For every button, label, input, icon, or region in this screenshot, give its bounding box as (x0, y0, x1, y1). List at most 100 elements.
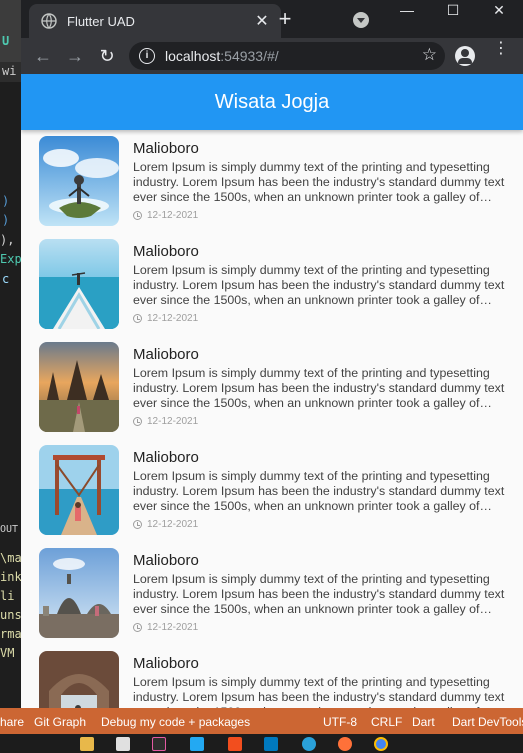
tab-search-icon[interactable] (353, 12, 369, 28)
item-title: Malioboro (133, 140, 199, 157)
status-language[interactable]: Dart (412, 715, 435, 729)
site-info-icon[interactable]: i (139, 48, 155, 64)
url-path: :54933/#/ (220, 48, 279, 64)
forward-button[interactable]: → (66, 46, 84, 66)
browser-window: Flutter UAD ✕ + — ☐ ✕ ← → ↻ i localhost:… (21, 0, 523, 708)
item-date: 12-12-2021 (147, 519, 199, 530)
status-git-graph[interactable]: Git Graph (34, 715, 87, 729)
page-viewport: Wisata Jogja Malioboro Lorem Ipsum is sim… (21, 74, 523, 708)
ide-titlebar (0, 0, 22, 62)
item-title: Malioboro (133, 552, 199, 569)
chrome-menu-icon[interactable]: ⋮ (493, 40, 509, 57)
list-item[interactable]: Malioboro Lorem Ipsum is simply dummy tex… (21, 542, 523, 645)
file-explorer-icon[interactable] (80, 737, 94, 751)
destination-image (39, 548, 119, 638)
status-share[interactable]: hare (0, 715, 25, 729)
app-icon[interactable] (152, 737, 166, 751)
list-item-text: Malioboro Lorem Ipsum is simply dummy tex… (133, 243, 505, 324)
item-description: Lorem Ipsum is simply dummy text of the … (133, 469, 505, 513)
item-description: Lorem Ipsum is simply dummy text of the … (133, 263, 505, 307)
tab-title: Flutter UAD (67, 13, 135, 29)
item-description: Lorem Ipsum is simply dummy text of the … (133, 160, 505, 204)
tab-close-icon[interactable]: ✕ (255, 13, 269, 30)
browser-tab[interactable]: Flutter UAD ✕ (29, 4, 281, 38)
trello-icon[interactable] (264, 737, 278, 751)
item-description: Lorem Ipsum is simply dummy text of the … (133, 675, 505, 708)
new-tab-button[interactable]: + (278, 6, 292, 31)
url-host: localhost (165, 48, 221, 64)
telegram-icon[interactable] (302, 737, 316, 751)
ide-output-line: VM (0, 646, 15, 660)
item-date: 12-12-2021 (147, 313, 199, 324)
back-button[interactable]: ← (34, 46, 52, 66)
ide-output-line: rma (0, 627, 22, 641)
vscode-icon[interactable] (190, 737, 204, 751)
close-window-button[interactable]: ✕ (493, 2, 505, 18)
app-bar: Wisata Jogja (21, 74, 523, 130)
app-title: Wisata Jogja (214, 90, 330, 113)
ide-status-bar: hare Git Graph Debug my code + packages … (0, 708, 523, 734)
ide-code-line: ), (0, 233, 15, 247)
clock-icon (133, 417, 142, 426)
item-meta: 12-12-2021 (133, 416, 505, 427)
ide-code-line: ) (2, 213, 10, 227)
destination-image (39, 342, 119, 432)
clock-icon (133, 520, 142, 529)
list-item[interactable]: Malioboro Lorem Ipsum is simply dummy tex… (21, 336, 523, 439)
profile-avatar-icon[interactable] (455, 46, 475, 66)
list-item-text: Malioboro Lorem Ipsum is simply dummy tex… (133, 449, 505, 530)
item-meta: 12-12-2021 (133, 622, 505, 633)
item-title: Malioboro (133, 655, 199, 672)
ide-code-line: Exp (0, 252, 22, 266)
destination-image (39, 445, 119, 535)
ide-output-line: \ma (0, 551, 22, 565)
address-bar[interactable]: i localhost:54933/#/ ☆ (129, 42, 445, 70)
destination-image (39, 239, 119, 329)
list-item-text: Malioboro Lorem Ipsum is simply dummy tex… (133, 655, 505, 708)
bookmark-star-icon[interactable]: ☆ (421, 45, 437, 64)
status-devtools[interactable]: Dart DevTools (452, 715, 523, 729)
browser-toolbar: ← → ↻ i localhost:54933/#/ ☆ ⋮ (21, 38, 523, 74)
tab-strip: Flutter UAD ✕ + — ☐ ✕ (21, 0, 523, 38)
item-description: Lorem Ipsum is simply dummy text of the … (133, 572, 505, 616)
ide-code-line: ) (2, 194, 10, 208)
clock-icon (133, 211, 142, 220)
destination-image (39, 651, 119, 708)
list-item-text: Malioboro Lorem Ipsum is simply dummy tex… (133, 140, 505, 221)
ide-output-label: OUT (0, 524, 19, 535)
maximize-button[interactable]: ☐ (446, 2, 460, 18)
ide-output-line: ink (0, 570, 22, 584)
clock-icon (133, 623, 142, 632)
ide-tabrow (0, 62, 22, 82)
ide-tab2: wi (2, 64, 17, 78)
status-eol[interactable]: CRLF (371, 715, 403, 729)
list-item[interactable]: Malioboro Lorem Ipsum is simply dummy tex… (21, 439, 523, 542)
ide-code-line: c (2, 272, 10, 286)
item-meta: 12-12-2021 (133, 313, 505, 324)
item-title: Malioboro (133, 449, 199, 466)
ide-output-line: uns (0, 608, 22, 622)
figma-icon[interactable] (228, 737, 242, 751)
store-icon[interactable] (116, 737, 130, 751)
firefox-icon[interactable] (338, 737, 352, 751)
list-item-text: Malioboro Lorem Ipsum is simply dummy tex… (133, 346, 505, 427)
os-taskbar (0, 734, 523, 753)
item-title: Malioboro (133, 243, 199, 260)
minimize-button[interactable]: — (400, 2, 414, 18)
list-item[interactable]: Malioboro Lorem Ipsum is simply dummy tex… (21, 645, 523, 708)
item-description: Lorem Ipsum is simply dummy text of the … (133, 366, 505, 410)
status-encoding[interactable]: UTF-8 (323, 715, 357, 729)
item-meta: 12-12-2021 (133, 519, 505, 530)
item-date: 12-12-2021 (147, 622, 199, 633)
ide-output-line: li (0, 589, 15, 603)
list-item[interactable]: Malioboro Lorem Ipsum is simply dummy tex… (21, 130, 523, 233)
list-item[interactable]: Malioboro Lorem Ipsum is simply dummy tex… (21, 233, 523, 336)
list-item-text: Malioboro Lorem Ipsum is simply dummy tex… (133, 552, 505, 633)
destination-image (39, 136, 119, 226)
item-date: 12-12-2021 (147, 416, 199, 427)
chrome-icon[interactable] (374, 737, 388, 751)
item-meta: 12-12-2021 (133, 210, 505, 221)
reload-button[interactable]: ↻ (99, 46, 115, 66)
status-debug-mode[interactable]: Debug my code + packages (101, 715, 251, 729)
